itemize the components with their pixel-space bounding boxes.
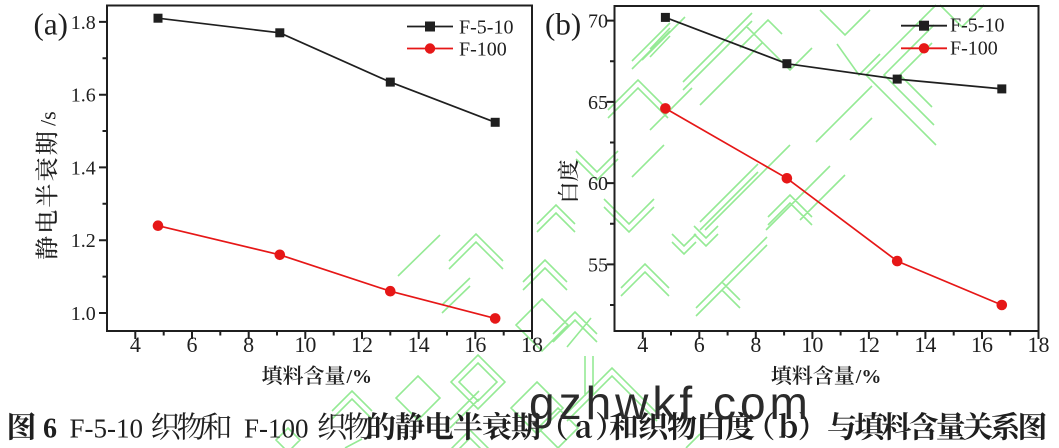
svg-text:8: 8 — [750, 332, 761, 357]
svg-text:F-5-10: F-5-10 — [459, 17, 513, 39]
svg-text:70: 70 — [588, 11, 608, 33]
svg-text:65: 65 — [588, 92, 608, 114]
svg-text:gzhwkf.com: gzhwkf.com — [529, 377, 812, 429]
svg-text:1.8: 1.8 — [71, 12, 96, 34]
svg-text:55: 55 — [588, 254, 608, 276]
svg-text:16: 16 — [464, 332, 486, 357]
svg-text:1.6: 1.6 — [71, 85, 96, 107]
svg-text:F-5-10: F-5-10 — [70, 414, 144, 444]
svg-text:F-100: F-100 — [459, 39, 507, 61]
svg-text:(b): (b) — [545, 7, 581, 42]
svg-text:F-5-10: F-5-10 — [950, 15, 1004, 37]
svg-text:18: 18 — [1028, 332, 1050, 357]
svg-text:18: 18 — [521, 332, 543, 357]
svg-text:/%: /% — [346, 366, 373, 388]
svg-text:1.4: 1.4 — [71, 157, 96, 179]
svg-text:10: 10 — [801, 332, 823, 357]
svg-text:1.2: 1.2 — [71, 230, 96, 252]
svg-text:6: 6 — [187, 332, 198, 357]
svg-text:F-100: F-100 — [244, 414, 309, 444]
svg-text:14: 14 — [914, 332, 936, 357]
svg-text:60: 60 — [588, 173, 608, 195]
svg-text:14: 14 — [408, 332, 430, 357]
svg-text:(a): (a) — [34, 7, 68, 42]
svg-text:F-100: F-100 — [950, 38, 998, 60]
svg-text:/s: /s — [36, 111, 61, 126]
svg-text:6: 6 — [694, 332, 705, 357]
svg-text:12: 12 — [351, 332, 373, 357]
svg-text:10: 10 — [294, 332, 316, 357]
svg-text:6: 6 — [43, 414, 57, 445]
svg-text:/%: /% — [855, 366, 882, 388]
svg-text:4: 4 — [130, 332, 141, 357]
svg-text:1.0: 1.0 — [71, 303, 96, 325]
svg-text:4: 4 — [637, 332, 648, 357]
svg-text:8: 8 — [243, 332, 254, 357]
svg-text:16: 16 — [971, 332, 993, 357]
svg-text:12: 12 — [858, 332, 880, 357]
